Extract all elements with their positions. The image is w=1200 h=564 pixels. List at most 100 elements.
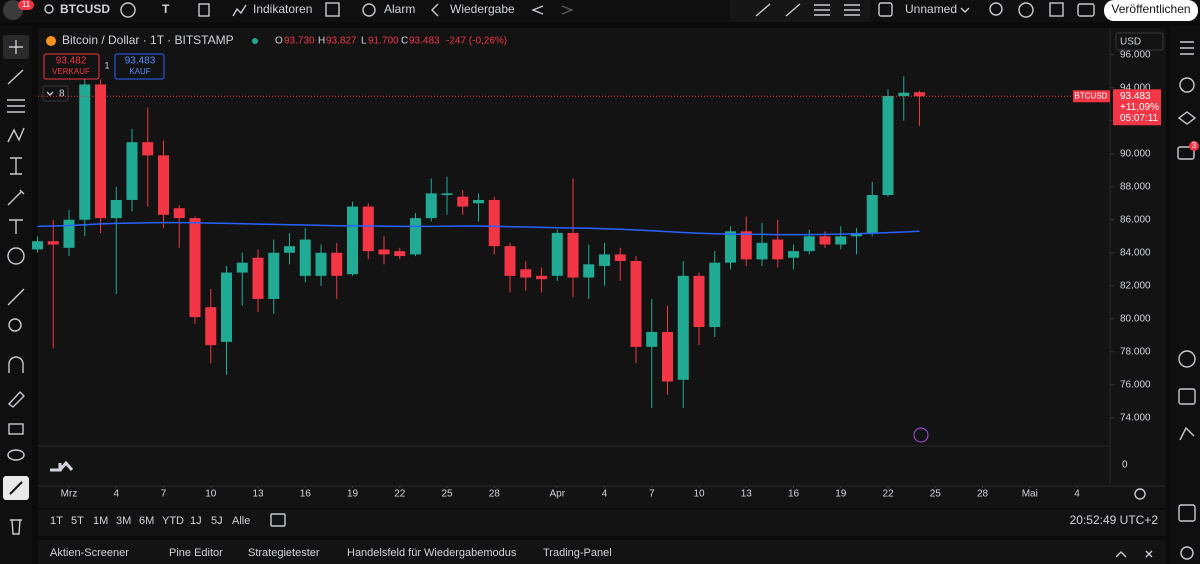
symbol-tag: BTCUSD — [1075, 91, 1108, 100]
notifications[interactable] — [1178, 504, 1196, 522]
timeframe[interactable]: YTD — [162, 515, 184, 527]
chats[interactable] — [1177, 146, 1195, 160]
top-bar — [0, 0, 1200, 22]
settings[interactable] — [1018, 2, 1034, 18]
panel-tab[interactable]: Strategietester — [248, 547, 320, 559]
layout-menu[interactable] — [960, 7, 970, 13]
currency[interactable]: USD — [1120, 37, 1141, 48]
indicators-icon[interactable] — [232, 4, 247, 17]
indicator-chevron[interactable] — [46, 91, 54, 96]
trend-tool[interactable] — [755, 3, 771, 17]
emoji-tool[interactable] — [7, 247, 25, 265]
replay-icon[interactable] — [431, 3, 439, 17]
sell-label[interactable]: VERKAUF — [52, 67, 90, 76]
lock-tool[interactable] — [8, 423, 24, 435]
calendar[interactable] — [1178, 388, 1196, 405]
event-marker[interactable] — [913, 427, 929, 443]
close-value: 93.483 — [409, 36, 440, 47]
alerts[interactable] — [1179, 77, 1195, 93]
undo[interactable] — [531, 5, 544, 15]
link-tool[interactable] — [9, 481, 23, 495]
x-tick-label: 13 — [741, 489, 753, 500]
y-tick-label: 86.000 — [1120, 214, 1151, 225]
x-tick-label: 4 — [113, 489, 119, 500]
publish-label[interactable]: Veröffentlichen — [1111, 2, 1190, 16]
panel-tab[interactable]: Pine Editor — [169, 547, 223, 559]
interval[interactable]: T — [162, 2, 170, 16]
publish-button[interactable] — [1104, 0, 1198, 21]
candle-body — [63, 219, 75, 248]
symbol[interactable]: BTCUSD — [60, 2, 110, 16]
layout-name[interactable]: Unnamed — [905, 2, 957, 16]
axis-settings[interactable] — [1134, 488, 1146, 500]
fullscreen[interactable] — [1049, 2, 1064, 17]
timeframe[interactable]: Alle — [232, 515, 250, 527]
panel-tab[interactable]: Handelsfeld für Wiedergabemodus — [347, 547, 517, 559]
timeframe[interactable]: 6M — [139, 515, 154, 527]
ruler-tool[interactable] — [7, 288, 25, 306]
ray-tool[interactable] — [785, 3, 801, 17]
data-window[interactable] — [1177, 111, 1197, 125]
brush-tool[interactable] — [7, 189, 25, 206]
open-label: O — [275, 36, 283, 47]
quick-search[interactable] — [989, 2, 1003, 16]
timeframe[interactable]: 1M — [93, 515, 108, 527]
notif-badge — [18, 0, 34, 10]
date-range-icon[interactable] — [270, 513, 286, 527]
candle-body — [425, 193, 437, 219]
layout-icon[interactable] — [878, 2, 893, 17]
candle-body — [835, 236, 847, 245]
timeframe[interactable]: 5J — [211, 515, 223, 527]
pattern-tool[interactable] — [844, 4, 860, 16]
fib-tool-left[interactable] — [7, 99, 25, 113]
panel-tab[interactable]: Trading-Panel — [543, 547, 612, 559]
right-sidebar — [1170, 26, 1200, 564]
alarm-icon[interactable] — [362, 3, 376, 17]
search-icon[interactable] — [44, 4, 54, 14]
zoom-tool[interactable] — [8, 318, 22, 332]
ideas[interactable] — [1179, 426, 1195, 441]
buy-button[interactable] — [114, 53, 165, 80]
snapshot[interactable] — [1077, 3, 1095, 17]
currency-select[interactable] — [1115, 32, 1164, 51]
templates[interactable] — [325, 2, 340, 17]
panel-controls[interactable] — [1115, 550, 1153, 558]
add-symbol[interactable] — [120, 2, 136, 18]
sell-price[interactable]: 93.482 — [56, 56, 87, 67]
candle-body — [236, 262, 248, 273]
lock-draw-tool[interactable] — [7, 390, 25, 408]
last-price: 93.483 — [1120, 91, 1151, 102]
sell-button[interactable] — [43, 53, 100, 80]
moving-average — [37, 221, 920, 236]
candle-body — [126, 142, 138, 200]
candle-body — [331, 252, 343, 276]
candle-body — [819, 236, 831, 245]
hotlist[interactable] — [1178, 350, 1196, 368]
chart-type[interactable] — [198, 3, 210, 17]
timeframe[interactable]: 1T — [50, 515, 63, 527]
panel-tab[interactable]: Aktien-Screener — [50, 547, 129, 559]
crosshair-tool[interactable] — [9, 40, 23, 54]
candle-body — [94, 84, 107, 219]
text-tool[interactable] — [9, 219, 23, 234]
chart-pane — [38, 28, 1166, 508]
prediction-tool[interactable] — [10, 157, 22, 175]
indicator-toggle[interactable] — [42, 85, 69, 102]
watchlist[interactable] — [1180, 41, 1194, 55]
line-tool[interactable] — [7, 69, 24, 85]
indicator-count[interactable]: 8 — [59, 89, 65, 100]
timeframe[interactable]: 3M — [116, 515, 131, 527]
timeframe[interactable]: 5T — [71, 515, 84, 527]
replay[interactable]: Wiedergabe — [450, 2, 515, 16]
magnet-tool[interactable] — [8, 356, 24, 373]
fib-tool[interactable] — [814, 4, 830, 16]
delete-tool[interactable] — [10, 519, 22, 535]
alarm[interactable]: Alarm — [384, 2, 415, 16]
timeframe[interactable]: 1J — [190, 515, 202, 527]
visibility-tool[interactable] — [7, 449, 25, 461]
buy-label[interactable]: KAUF — [129, 67, 150, 76]
pattern-tool-left[interactable] — [7, 127, 25, 143]
indicators[interactable]: Indikatoren — [253, 2, 312, 16]
help[interactable] — [1180, 546, 1194, 560]
buy-price[interactable]: 93.483 — [125, 56, 156, 67]
